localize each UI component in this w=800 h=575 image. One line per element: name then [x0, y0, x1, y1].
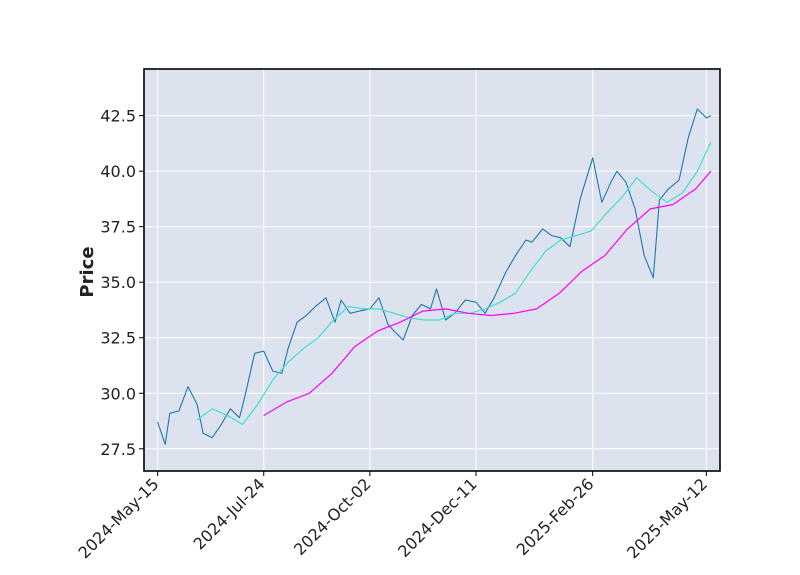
y-axis-title: Price	[77, 246, 98, 297]
x-tick-label: 2024-Jul-24	[190, 474, 269, 553]
y-tick-label: 42.5	[100, 107, 136, 126]
plot-area	[144, 69, 720, 471]
series-line-moving-average-long	[263, 170, 712, 417]
x-tick-label: 2024-May-15	[74, 474, 162, 562]
grid-lines	[144, 69, 720, 471]
x-tick-label: 2025-May-12	[623, 474, 711, 562]
y-tick-label: 30.0	[100, 384, 136, 403]
x-tick-label: 2024-Oct-02	[290, 474, 375, 559]
y-axis-ticks: 27.5 30.0 32.5 35.0 37.5 40.0 42.5	[100, 107, 144, 459]
y-tick-label: 32.5	[100, 329, 136, 348]
x-tick-label: 2025-Feb-26	[513, 474, 598, 559]
plot-frame	[143, 68, 721, 472]
series-lines	[157, 108, 712, 445]
series-line-moving-average-short	[196, 142, 712, 425]
x-axis-ticks: 2024-May-15 2024-Jul-24 2024-Oct-02 2024-De…	[74, 471, 711, 562]
y-tick-label: 27.5	[100, 440, 136, 459]
y-tick-label: 40.0	[100, 162, 136, 181]
series-line-close	[157, 108, 712, 445]
y-tick-label: 35.0	[100, 273, 136, 292]
x-tick-label: 2024-Dec-11	[394, 474, 481, 561]
y-tick-label: 37.5	[100, 218, 136, 237]
